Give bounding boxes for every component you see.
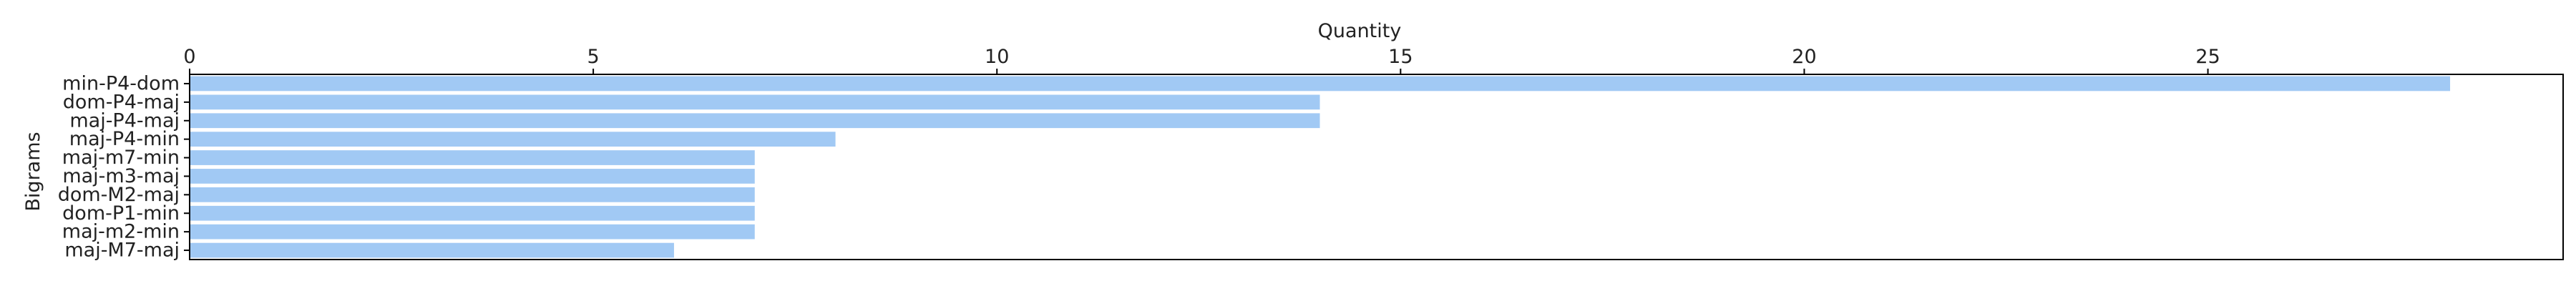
x-tick-label: 5 [587,46,600,68]
y-tick-label: dom-P1-min [62,202,180,225]
bar-maj-P4-min [190,132,836,147]
x-tick-label: 20 [1792,46,1816,68]
bar-min-P4-dom [190,76,2451,92]
x-ticks-group: 0 5 10 15 20 25 [183,46,2220,74]
bar-maj-m3-maj [190,169,755,184]
bars-group [190,76,2451,258]
bar-maj-m2-min [190,224,755,240]
y-tick-label: min-P4-dom [62,72,180,94]
y-tick-label: maj-m2-min [62,221,180,243]
x-tick-label: 0 [183,46,195,68]
bar-dom-P1-min [190,205,755,221]
bar-dom-P4-maj [190,94,1320,110]
bar-maj-P4-maj [190,113,1320,129]
y-tick-label: maj-m3-maj [62,165,180,187]
y-tick-label: dom-P4-maj [63,91,180,113]
y-tick-label: dom-M2-maj [58,184,180,206]
y-tick-label: maj-P4-min [69,128,180,150]
y-tick-label: maj-M7-maj [64,240,180,262]
bar-dom-M2-maj [190,187,755,202]
y-tick-label: maj-m7-min [62,147,180,169]
bar-maj-m7-min [190,150,755,165]
x-tick-label: 10 [985,46,1009,68]
x-axis-title: Quantity [1318,20,1402,42]
x-tick-label: 25 [2195,46,2220,68]
y-tick-label: maj-P4-maj [69,109,180,132]
category-labels-group: min-P4-domdom-P4-majmaj-P4-majmaj-P4-min… [58,72,190,262]
x-tick-label: 15 [1388,46,1413,68]
y-axis-title: Bigrams [22,132,44,211]
bar-maj-M7-maj [190,242,674,258]
plot-frame [189,74,2564,260]
